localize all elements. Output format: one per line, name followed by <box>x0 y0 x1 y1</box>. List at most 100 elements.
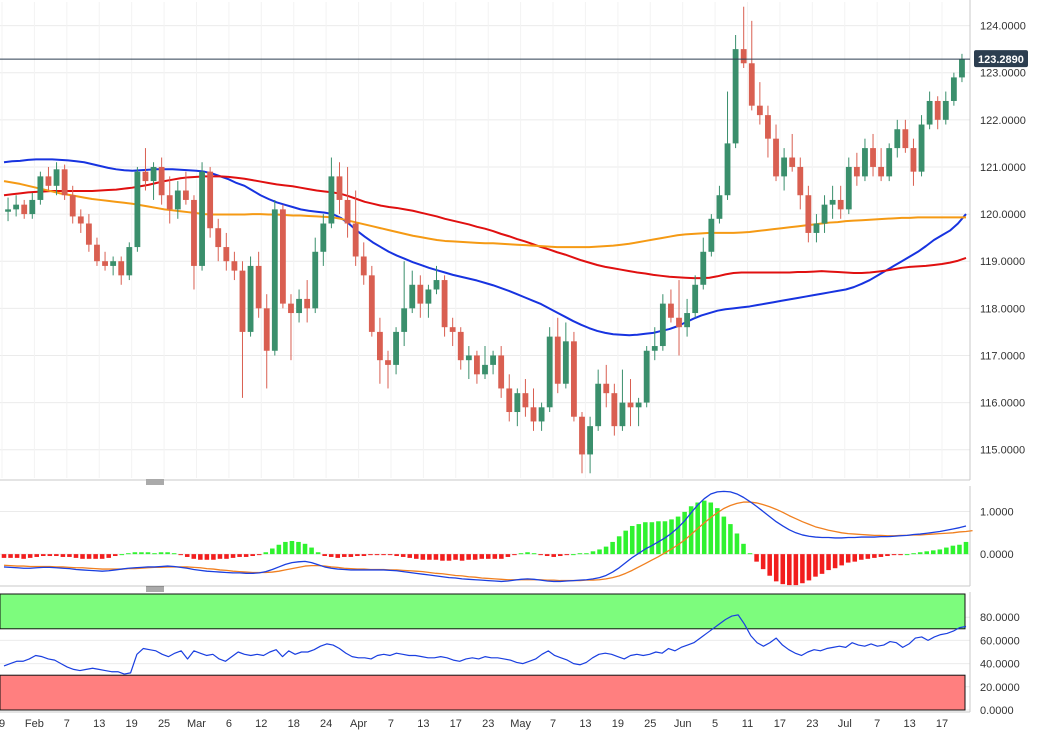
macd-histogram-bar <box>629 525 635 555</box>
candle-body <box>457 331 464 361</box>
macd-histogram-bar <box>512 554 517 556</box>
candle-body <box>805 195 812 233</box>
macd-histogram-bar <box>564 554 570 556</box>
y-axis-labels: 124.0000 123.0000 122.0000 121.0000 120.0000… <box>980 21 1026 717</box>
macd-histogram-bar <box>898 554 903 556</box>
macd-histogram-bar <box>73 554 79 558</box>
candle-body <box>37 176 44 200</box>
macd-histogram-bar <box>27 554 33 558</box>
macd-histogram-bar <box>93 554 98 559</box>
candle-body <box>239 270 246 332</box>
candle-body <box>676 317 682 328</box>
macd-histogram-bar <box>466 554 471 560</box>
candle-body <box>376 331 383 361</box>
macd-histogram-bar <box>832 554 838 569</box>
candle-body <box>61 169 68 196</box>
rsi-oversold-zone <box>0 674 966 711</box>
x-tick-label: 25 <box>644 718 656 730</box>
rsi-zones <box>0 593 966 711</box>
candle-body <box>716 195 723 219</box>
candle-body <box>142 171 149 182</box>
macd-histogram-bar <box>106 554 111 558</box>
candle-body <box>69 195 76 217</box>
candle-body <box>328 176 335 224</box>
x-tick-label: Feb <box>25 718 44 730</box>
macd-histogram-bar <box>400 554 406 557</box>
x-tick-label: 17 <box>774 718 786 730</box>
candle-body <box>134 171 141 248</box>
candle-body <box>732 49 739 144</box>
macd-histogram-bar <box>204 554 210 560</box>
macd-histogram-bar <box>348 554 354 557</box>
macd-histogram-bar <box>243 554 249 557</box>
panel-resize-handles[interactable] <box>146 479 164 592</box>
macd-histogram-bar <box>158 552 164 555</box>
x-tick-label: 12 <box>255 718 267 730</box>
candle-body <box>538 407 545 422</box>
candle-body <box>207 171 214 229</box>
candle-body <box>247 265 254 332</box>
macd-histogram-bar <box>440 554 445 561</box>
macd-histogram-bar <box>119 554 125 556</box>
macd-histogram-bar <box>328 554 334 557</box>
x-tick-label: 7 <box>550 718 556 730</box>
candle-body <box>21 204 28 215</box>
macd-histogram-bar <box>420 554 426 560</box>
x-tick-label: 13 <box>417 718 429 730</box>
price-tick-label: 123.0000 <box>980 68 1026 80</box>
candle-body <box>765 115 771 139</box>
candle-body <box>304 298 311 309</box>
rsi-line <box>3 614 967 675</box>
candle-body <box>102 261 108 266</box>
x-tick-label: Jul <box>838 718 852 730</box>
macd-histogram-bar <box>427 554 432 560</box>
candle-body <box>635 402 642 408</box>
macd-histogram-bar <box>217 554 223 559</box>
macd-histogram-bar <box>453 554 458 560</box>
x-tick-label: 6 <box>226 718 232 730</box>
candle-body <box>562 341 569 384</box>
x-tick-label: Apr <box>350 718 367 730</box>
candle-body <box>546 336 553 408</box>
macd-histogram-bar <box>675 516 681 555</box>
macd-histogram-bar <box>577 553 583 555</box>
rsi-tick-label: 60.0000 <box>980 635 1020 647</box>
x-tick-label: Mar <box>187 718 206 730</box>
x-tick-label: 13 <box>903 718 915 730</box>
candle-body <box>781 157 788 177</box>
candle-body <box>231 261 238 271</box>
macd-histogram-bar <box>643 522 648 555</box>
candle-body <box>312 251 319 309</box>
macd-histogram-bar <box>60 554 66 557</box>
candle-body <box>603 383 610 394</box>
candle-body <box>215 228 222 248</box>
x-tick-label: 25 <box>158 718 170 730</box>
candle-body <box>668 303 674 318</box>
candle-body <box>789 157 796 167</box>
candle-body <box>126 247 133 276</box>
candle-body <box>255 265 262 309</box>
candle-body <box>223 247 230 262</box>
macd-histogram-bar <box>315 552 321 555</box>
macd-histogram-bar <box>904 554 910 556</box>
macd-histogram-bar <box>40 554 46 557</box>
macd-histogram-bar <box>276 544 282 555</box>
macd-histogram-bar <box>701 500 707 555</box>
candle-body <box>918 124 925 172</box>
macd-histogram-bar <box>656 521 661 555</box>
candle-body <box>498 355 505 389</box>
candle-body <box>740 49 747 64</box>
candle-body <box>619 402 626 427</box>
macd-histogram-bar <box>682 511 687 555</box>
macd-histogram-bar <box>531 553 537 555</box>
candle-body <box>684 313 691 328</box>
macd-histogram-bar <box>924 551 930 555</box>
x-tick-label: May <box>510 718 531 730</box>
candle-body <box>174 190 181 210</box>
x-tick-label: Jun <box>674 718 692 730</box>
candle-body <box>344 199 351 224</box>
candle-body <box>870 148 876 167</box>
candlesticks <box>5 6 965 474</box>
macd-histogram-bar <box>112 554 118 557</box>
